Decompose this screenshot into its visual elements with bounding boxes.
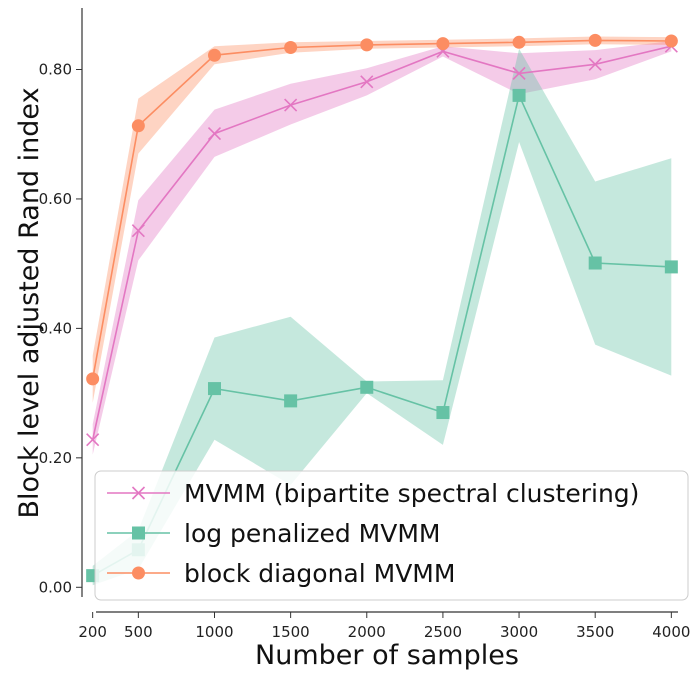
- point-mvmm-bipartite-spectral-clustering-1500: [284, 98, 298, 112]
- point-block-diagonal-mvmm-3000: [512, 35, 526, 49]
- x-tick-label-1: 500: [124, 623, 153, 641]
- legend-marker-mvmm-bipartite-spectral-clustering: [131, 486, 146, 500]
- point-log-penalized-mvmm-3000: [512, 88, 526, 102]
- point-block-diagonal-mvmm-200: [86, 372, 100, 386]
- legend: MVMM (bipartite spectral clustering) log …: [94, 470, 689, 601]
- x-tick-label-5: 2500: [424, 623, 462, 641]
- point-mvmm-bipartite-spectral-clustering-3000: [512, 66, 526, 80]
- y-tick-label-0: 0.00: [39, 578, 72, 596]
- band-mvmm-bipartite-spectral-clustering: [92, 41, 672, 455]
- point-log-penalized-mvmm-2500: [436, 406, 450, 420]
- legend-label-block-diagonal-mvmm: block diagonal MVMM: [184, 559, 455, 588]
- point-block-diagonal-mvmm-2000: [360, 38, 374, 52]
- y-tick-label-3: 0.60: [39, 190, 72, 208]
- point-log-penalized-mvmm-1000: [207, 382, 221, 396]
- point-block-diagonal-mvmm-3500: [588, 33, 602, 47]
- legend-label-mvmm-bipartite-spectral-clustering: MVMM (bipartite spectral clustering): [184, 479, 639, 508]
- point-mvmm-bipartite-spectral-clustering-500: [131, 224, 145, 238]
- point-mvmm-bipartite-spectral-clustering-1000: [207, 127, 222, 141]
- x-tick-label-3: 1500: [272, 623, 310, 641]
- axes: [81, 8, 678, 613]
- point-log-penalized-mvmm-2000: [360, 380, 374, 394]
- x-tick-label-7: 3500: [576, 623, 614, 641]
- legend-frame: [94, 470, 689, 601]
- y-tick-label-1: 0.20: [39, 449, 72, 467]
- point-mvmm-bipartite-spectral-clustering-200: [86, 433, 100, 447]
- y-tick-label-2: 0.40: [39, 319, 72, 337]
- x-tick-label-0: 200: [78, 623, 107, 641]
- x-tick-label-4: 2000: [348, 623, 386, 641]
- point-block-diagonal-mvmm-4000: [664, 34, 678, 48]
- x-tick-label-6: 3000: [500, 623, 538, 641]
- x-axis-label: Number of samples: [255, 640, 519, 671]
- confidence-bands: [92, 36, 672, 586]
- y-ticks: 0.00 0.20 0.40 0.60 0.80: [39, 60, 82, 596]
- band-log-penalized-mvmm: [92, 48, 672, 586]
- point-mvmm-bipartite-spectral-clustering-3500: [588, 57, 602, 71]
- point-block-diagonal-mvmm-1500: [284, 40, 298, 54]
- point-block-diagonal-mvmm-500: [131, 119, 145, 133]
- point-log-penalized-mvmm-3500: [588, 256, 602, 270]
- point-mvmm-bipartite-spectral-clustering-2000: [360, 75, 374, 89]
- x-ticks: 200 500 1000 1500 2000 2500 3000 3500 4000: [78, 612, 690, 641]
- point-log-penalized-mvmm-1500: [284, 394, 298, 408]
- legend-marker-log-penalized-mvmm: [132, 526, 145, 540]
- x-tick-label-2: 1000: [195, 623, 233, 641]
- point-log-penalized-mvmm-4000: [664, 260, 678, 274]
- y-axis-label: Block level adjusted Rand index: [14, 87, 45, 518]
- legend-label-log-penalized-mvmm: log penalized MVMM: [184, 519, 441, 548]
- point-block-diagonal-mvmm-2500: [436, 37, 450, 51]
- legend-marker-block-diagonal-mvmm: [132, 566, 145, 580]
- y-tick-label-4: 0.80: [39, 60, 72, 78]
- point-block-diagonal-mvmm-1000: [207, 48, 221, 62]
- x-tick-label-8: 4000: [652, 623, 690, 641]
